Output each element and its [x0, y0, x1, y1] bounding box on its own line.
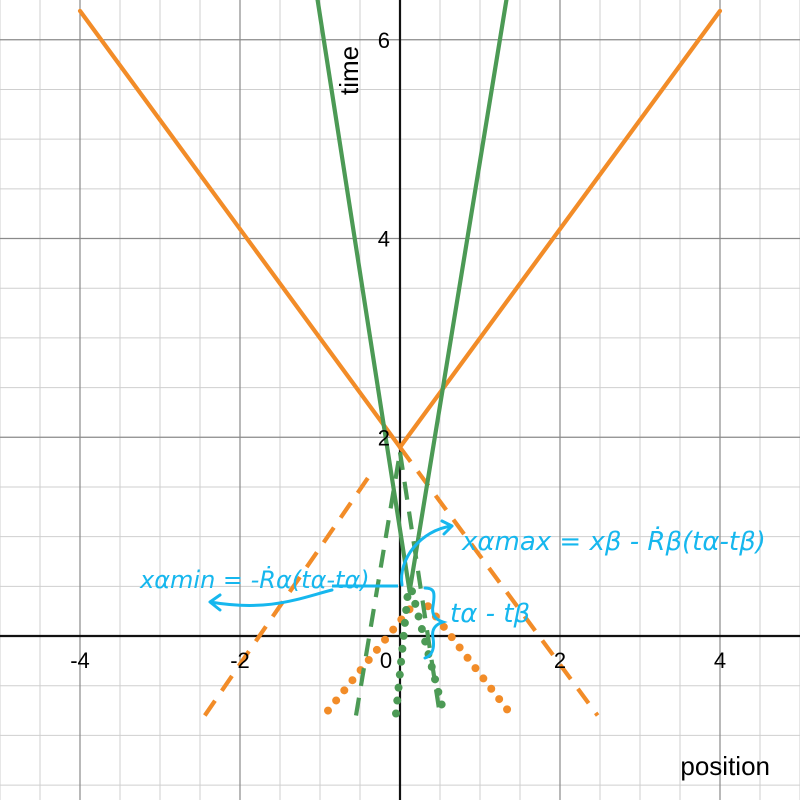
annotation-left-label: xαmin = -Ṙα(tα-tα) [139, 565, 370, 594]
series-line-11-dotted [392, 587, 412, 718]
annotation-layer: xαmin = -Ṙα(tα-tα) xαmax = xβ - Ṙβ(tα-tβ… [139, 519, 766, 660]
annotation-brace [423, 586, 448, 660]
x-axis-title: position [680, 751, 770, 781]
x-tick-label: 0 [380, 648, 392, 673]
series-line-2-solid [397, 8, 723, 450]
series-line-8-solid [407, 0, 509, 594]
y-tick-label: 4 [378, 227, 390, 252]
annotation-left-arrow [208, 588, 334, 612]
series-layer [77, 0, 723, 718]
series-line-10-dashed [397, 451, 443, 716]
y-tick-label: 6 [378, 28, 390, 53]
series-line-1-solid [77, 8, 403, 450]
series-line-9-dashed [353, 451, 403, 716]
series-line-12-dotted [408, 587, 448, 718]
annotation-brace-label: tα - tβ [450, 599, 530, 629]
series-line-5-dotted [324, 602, 416, 715]
x-tick-label: 4 [714, 648, 726, 673]
annotation-right-arrow [400, 519, 454, 587]
series-line-6-dotted [424, 602, 512, 715]
y-tick-label: 2 [378, 425, 390, 450]
x-tick-label: -2 [230, 648, 250, 673]
x-tick-label: 2 [554, 648, 566, 673]
tick-labels: -4 -2 0 2 4 2 4 6 [70, 28, 726, 673]
series-line-3-dashed [203, 470, 374, 717]
y-axis-title: time [334, 46, 364, 95]
series-line-4-dashed [398, 445, 600, 717]
x-tick-label: -4 [70, 648, 90, 673]
annotation-right-label: xαmax = xβ - Ṙβ(tα-tβ) [461, 525, 766, 557]
